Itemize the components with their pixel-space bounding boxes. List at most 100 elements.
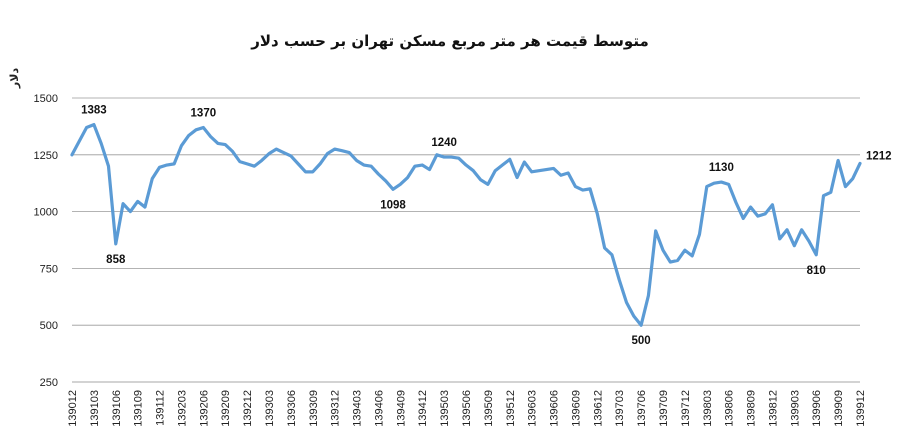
data-point <box>785 228 788 231</box>
data-point <box>508 158 511 161</box>
data-point <box>443 155 446 158</box>
data-point <box>180 144 183 147</box>
data-point <box>734 201 737 204</box>
data-point <box>654 229 657 232</box>
data-point <box>450 155 453 158</box>
x-tick-label: 139406 <box>373 390 385 427</box>
x-tick-label: 139203 <box>176 390 188 427</box>
x-tick-label: 139112 <box>155 390 167 426</box>
x-tick-label: 139706 <box>636 390 648 427</box>
data-point <box>640 324 643 327</box>
x-tick-label: 139103 <box>89 390 101 427</box>
data-point <box>537 169 540 172</box>
data-point <box>552 167 555 170</box>
data-point <box>756 215 759 218</box>
data-point <box>107 165 110 168</box>
data-point <box>435 153 438 156</box>
data-point <box>399 183 402 186</box>
data-point <box>151 177 154 180</box>
data-point <box>289 154 292 157</box>
data-point <box>224 143 227 146</box>
data-point <box>238 160 241 163</box>
x-tick-label: 139509 <box>483 390 495 427</box>
x-tick-label: 139312 <box>330 390 342 427</box>
data-label: 1212 <box>866 150 892 162</box>
data-point <box>588 187 591 190</box>
data-point <box>567 171 570 174</box>
data-point <box>793 244 796 247</box>
data-point <box>523 160 526 163</box>
x-tick-label: 139606 <box>549 390 561 427</box>
data-point <box>333 148 336 151</box>
x-tick-label: 139412 <box>417 390 429 427</box>
data-point <box>581 188 584 191</box>
data-point <box>545 168 548 171</box>
x-tick-label: 139803 <box>702 390 714 427</box>
data-point <box>807 240 810 243</box>
data-point <box>771 203 774 206</box>
x-tick-label: 139503 <box>439 390 451 427</box>
data-point <box>618 278 621 281</box>
grid-lines <box>72 97 860 383</box>
data-label: 1130 <box>709 162 734 174</box>
y-tick-label: 500 <box>40 320 58 332</box>
data-point <box>464 163 467 166</box>
data-point <box>406 176 409 179</box>
data-point <box>530 170 533 173</box>
data-point <box>829 191 832 194</box>
y-tick-label: 750 <box>40 263 58 275</box>
data-point <box>603 246 606 249</box>
x-tick-label: 139506 <box>461 390 473 427</box>
data-point <box>647 294 650 297</box>
data-point <box>202 126 205 129</box>
data-label: 858 <box>106 254 126 266</box>
data-label: 1098 <box>380 199 406 211</box>
data-label: 810 <box>807 265 826 277</box>
x-tick-label: 139709 <box>658 390 670 427</box>
y-tick-label: 1000 <box>34 207 58 219</box>
data-point <box>253 165 256 168</box>
data-point <box>727 183 730 186</box>
x-tick-label: 139309 <box>308 390 320 427</box>
data-point <box>260 159 263 162</box>
x-tick-label: 139209 <box>220 390 232 427</box>
data-point <box>815 253 818 256</box>
data-point <box>428 168 431 171</box>
data-point <box>698 233 701 236</box>
data-point <box>391 188 394 191</box>
data-point <box>822 194 825 197</box>
data-point <box>486 183 489 186</box>
data-point <box>282 151 285 154</box>
data-point <box>683 249 686 252</box>
x-tick-label: 139409 <box>395 390 407 427</box>
data-point <box>311 170 314 173</box>
x-tick-labels: 139012 139103 139106 139109 139112 139203 1392… <box>67 390 867 427</box>
data-point <box>326 152 329 155</box>
data-point <box>421 163 424 166</box>
data-point <box>858 162 861 165</box>
data-point <box>70 153 73 156</box>
data-point <box>78 140 81 143</box>
x-tick-label: 139612 <box>592 390 604 427</box>
x-tick-label: 139012 <box>67 390 79 427</box>
x-tick-label: 139809 <box>746 390 758 427</box>
x-tick-label: 139609 <box>570 390 582 427</box>
data-point <box>187 134 190 137</box>
data-point <box>494 169 497 172</box>
data-point <box>209 135 212 138</box>
data-label: 1383 <box>81 105 107 117</box>
x-tick-label: 139512 <box>505 390 517 427</box>
data-point <box>712 182 715 185</box>
data-point <box>457 157 460 160</box>
y-tick-labels: 250 500 750 1000 1250 1500 <box>34 93 58 389</box>
data-point <box>304 170 307 173</box>
data-point <box>92 123 95 126</box>
data-point <box>267 152 270 155</box>
data-point <box>355 159 358 162</box>
data-point <box>275 148 278 151</box>
data-point <box>778 237 781 240</box>
data-point <box>362 163 365 166</box>
data-point <box>676 259 679 262</box>
x-tick-label: 139206 <box>198 390 210 427</box>
